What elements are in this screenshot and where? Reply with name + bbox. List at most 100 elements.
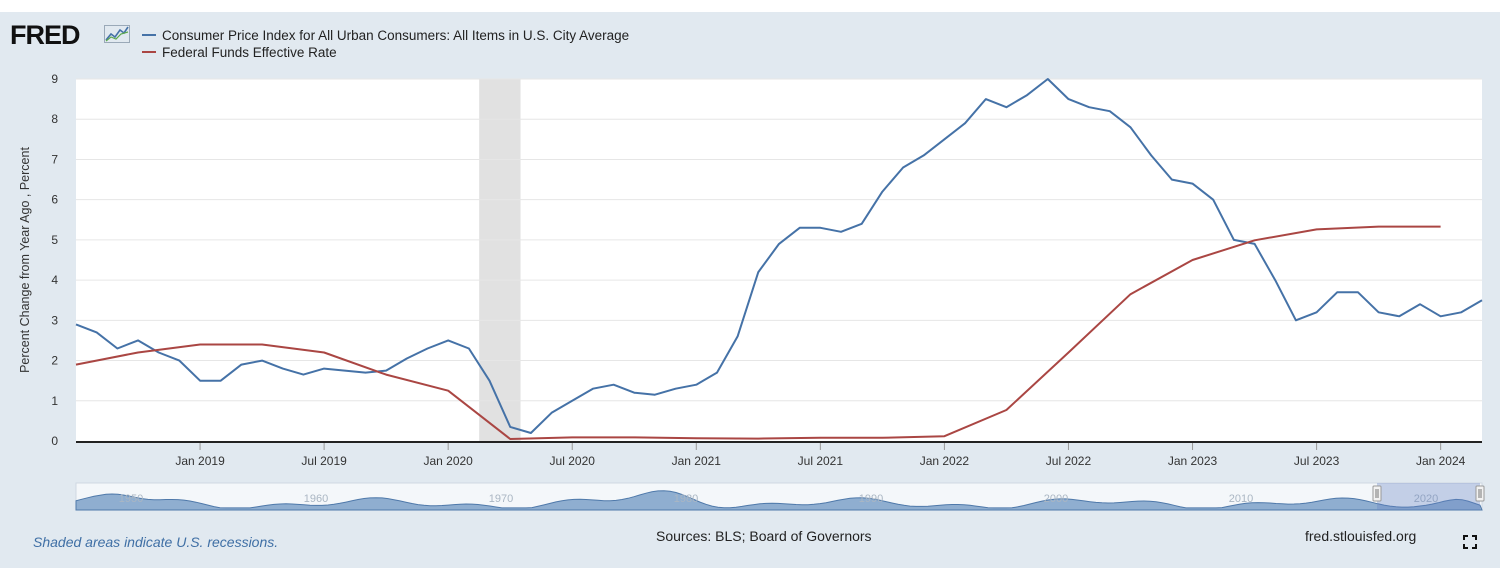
- y-tick-label: 6: [51, 193, 58, 207]
- y-tick-label: 3: [51, 313, 58, 327]
- series-point-0: [1398, 315, 1400, 317]
- series-point-0: [1274, 279, 1276, 281]
- sources-text: Sources: BLS; Board of Governors: [656, 528, 872, 544]
- x-tick-label: Jan 2019: [175, 454, 225, 468]
- series-point-0: [943, 138, 945, 140]
- series-point-0: [778, 243, 780, 245]
- fred-logo[interactable]: FRED: [10, 20, 80, 50]
- series-point-1: [137, 351, 139, 353]
- series-point-1: [385, 373, 387, 375]
- navigator-year-label: 1960: [304, 493, 328, 505]
- series-point-0: [158, 351, 160, 353]
- series-point-0: [75, 323, 77, 325]
- navigator-window[interactable]: [1377, 483, 1480, 510]
- series-point-0: [819, 227, 821, 229]
- y-tick-label: 7: [51, 152, 58, 166]
- navigator-handle-right[interactable]: [1475, 485, 1485, 502]
- series-point-0: [1026, 94, 1028, 96]
- series-point-0: [282, 367, 284, 369]
- series-point-0: [1129, 126, 1131, 128]
- legend-label-cpi: Consumer Price Index for All Urban Consu…: [162, 28, 630, 43]
- series-point-1: [1129, 293, 1131, 295]
- series-point-1: [261, 343, 263, 345]
- series-point-1: [1315, 228, 1317, 230]
- legend-item-fed-funds[interactable]: Federal Funds Effective Rate: [142, 45, 337, 61]
- series-point-0: [1150, 154, 1152, 156]
- navigator-year-label: 1950: [119, 493, 143, 505]
- series-point-0: [985, 98, 987, 100]
- x-tick-label: Jul 2020: [550, 454, 596, 468]
- series-point-0: [364, 371, 366, 373]
- series-point-1: [1067, 351, 1069, 353]
- series-line-1: [75, 225, 1441, 440]
- navigator-handle-left[interactable]: [1372, 485, 1382, 502]
- series-point-0: [1047, 78, 1049, 80]
- series-point-0: [385, 369, 387, 371]
- x-tick-label: Jan 2020: [423, 454, 473, 468]
- x-tick-label: Jul 2019: [301, 454, 347, 468]
- series-point-0: [923, 154, 925, 156]
- series-point-0: [1088, 106, 1090, 108]
- series-point-1: [199, 343, 201, 345]
- navigator-year-label: 2020: [1414, 493, 1438, 505]
- y-tick-label: 1: [51, 394, 58, 408]
- series-point-1: [571, 436, 573, 438]
- y-tick-label: 0: [51, 434, 58, 448]
- series-point-1: [1191, 259, 1193, 261]
- y-tick-label: 2: [51, 354, 58, 368]
- series-point-0: [964, 122, 966, 124]
- legend-item-cpi[interactable]: Consumer Price Index for All Urban Consu…: [142, 28, 629, 44]
- series-point-0: [840, 231, 842, 233]
- series-point-0: [1460, 311, 1462, 313]
- y-axis-title: Percent Change from Year Ago , Percent: [18, 147, 32, 373]
- series-point-0: [633, 392, 635, 394]
- series-point-0: [1109, 110, 1111, 112]
- series-point-1: [75, 363, 77, 365]
- series-point-0: [757, 271, 759, 273]
- recession-band: [479, 79, 521, 441]
- y-tick-label: 8: [51, 112, 58, 126]
- legend-label-fed-funds: Federal Funds Effective Rate: [162, 45, 337, 60]
- series-point-0: [1212, 199, 1214, 201]
- x-tick-label: Jul 2021: [798, 454, 844, 468]
- series-point-1: [1439, 225, 1441, 227]
- series-point-1: [881, 437, 883, 439]
- navigator-year-label: 1980: [674, 493, 698, 505]
- series-point-0: [116, 347, 118, 349]
- series-point-0: [902, 166, 904, 168]
- y-tick-label: 5: [51, 233, 58, 247]
- series-point-0: [1005, 106, 1007, 108]
- series-point-0: [736, 335, 738, 337]
- series-point-0: [1315, 311, 1317, 313]
- series-point-0: [96, 331, 98, 333]
- series-point-0: [1171, 178, 1173, 180]
- recession-note: Shaded areas indicate U.S. recessions.: [33, 534, 279, 550]
- series-point-1: [509, 438, 511, 440]
- series-point-1: [1253, 239, 1255, 241]
- series-point-0: [1295, 319, 1297, 321]
- site-link[interactable]: fred.stlouisfed.org: [1305, 528, 1417, 544]
- fullscreen-icon[interactable]: [1463, 535, 1477, 549]
- x-tick-label: Jan 2021: [672, 454, 722, 468]
- series-point-0: [799, 227, 801, 229]
- navigator-year-label: 2010: [1229, 493, 1253, 505]
- x-tick-label: Jan 2023: [1168, 454, 1218, 468]
- legend-swatch-fed-funds: [142, 51, 156, 54]
- series-point-1: [819, 437, 821, 439]
- navigator-year-label: 2000: [1044, 493, 1068, 505]
- series-point-0: [302, 373, 304, 375]
- x-tick-label: Jul 2023: [1294, 454, 1340, 468]
- series-point-0: [199, 380, 201, 382]
- series-point-0: [323, 367, 325, 369]
- series-point-0: [240, 363, 242, 365]
- series-point-1: [1377, 225, 1379, 227]
- series-point-0: [695, 384, 697, 386]
- series-point-0: [1067, 98, 1069, 100]
- series-point-0: [1336, 291, 1338, 293]
- series-point-0: [1253, 243, 1255, 245]
- series-point-1: [633, 436, 635, 438]
- series-point-0: [426, 347, 428, 349]
- series-point-1: [1005, 409, 1007, 411]
- series-point-0: [1377, 311, 1379, 313]
